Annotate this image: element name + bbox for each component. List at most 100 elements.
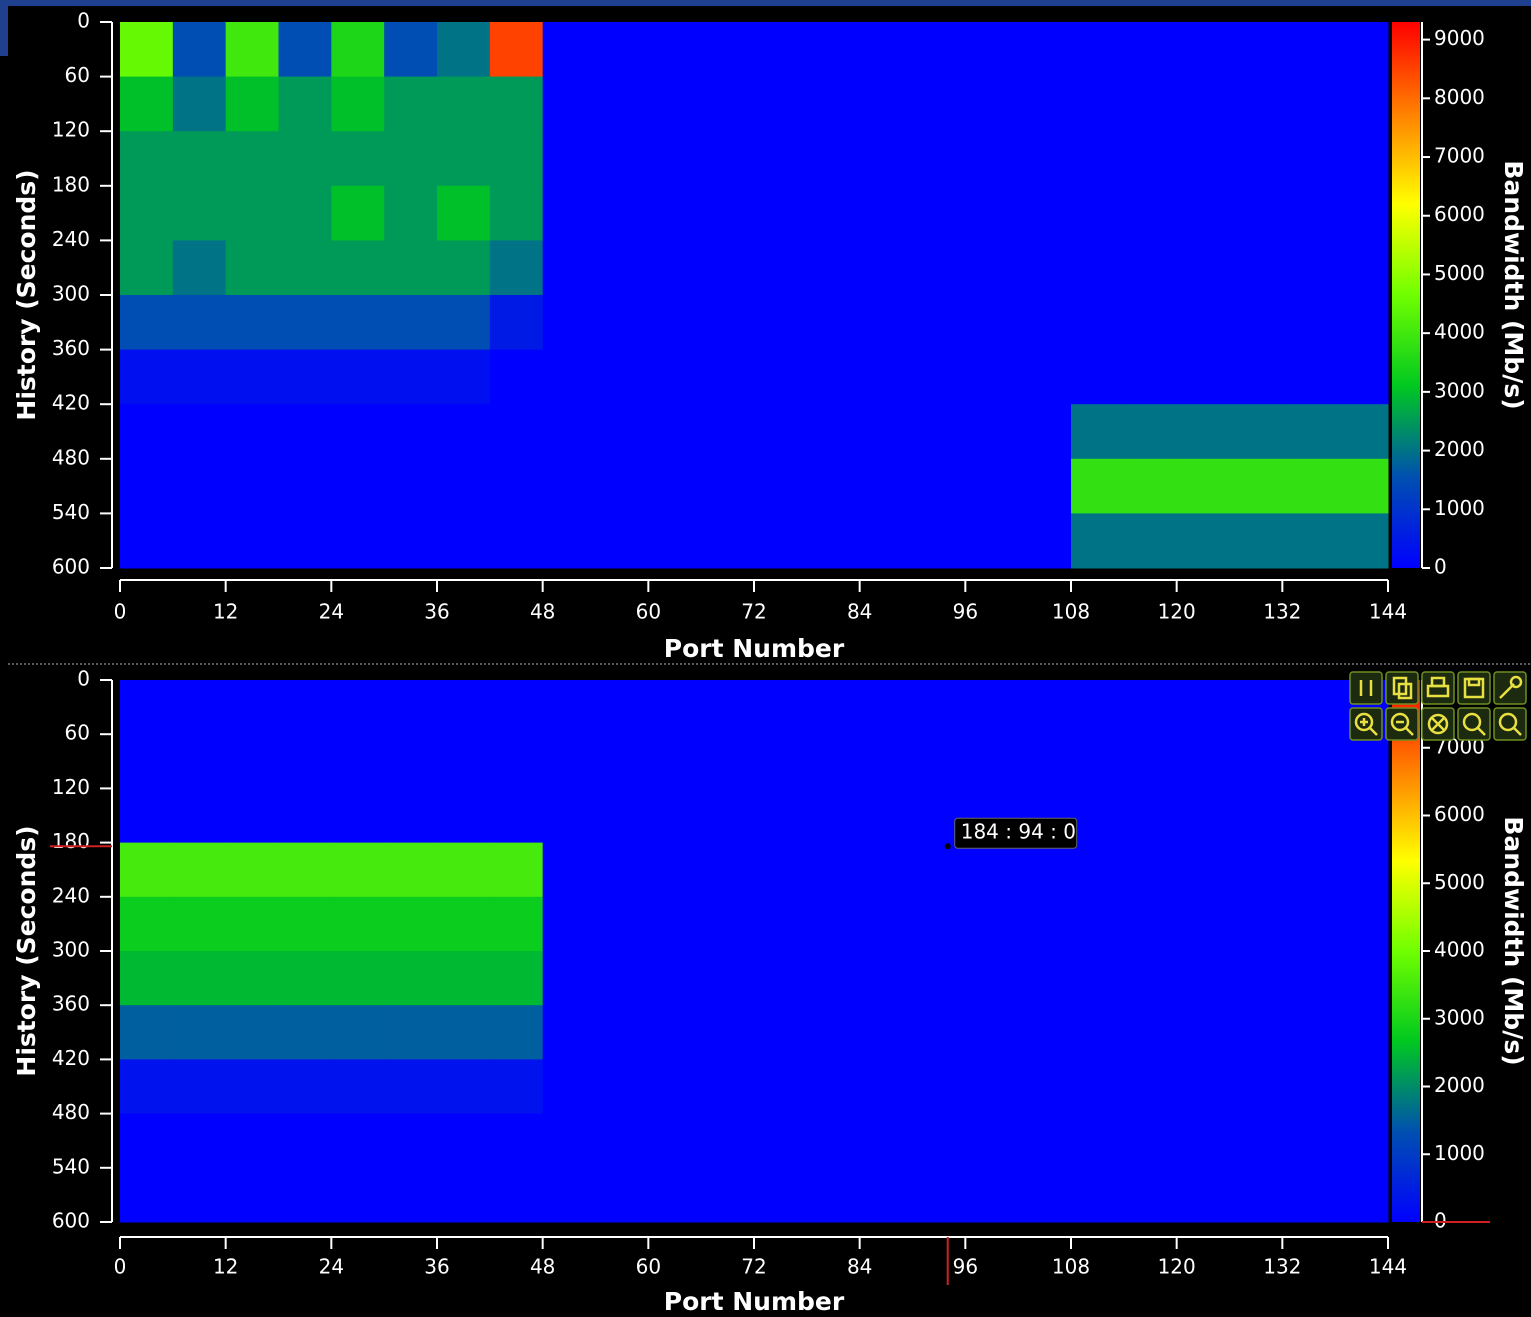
pause-button[interactable] <box>1349 671 1383 705</box>
heat-cell <box>701 1005 755 1060</box>
heat-cell <box>384 734 438 789</box>
heat-cell <box>648 458 702 514</box>
x-tick-label: 72 <box>741 600 766 624</box>
heat-cell <box>278 842 332 898</box>
heat-cell <box>965 951 1019 1006</box>
heat-cell <box>912 1005 966 1060</box>
zoom-in-button[interactable] <box>1349 707 1383 741</box>
heat-cell <box>1229 295 1283 351</box>
heat-cell <box>542 1113 596 1169</box>
heat-cell <box>278 22 332 78</box>
heat-cell <box>859 951 913 1006</box>
colorbar-tick-label: 5000 <box>1434 261 1485 285</box>
heat-cell <box>754 1167 808 1223</box>
x-axis-title: Port Number <box>664 634 845 663</box>
heat-cell <box>701 349 755 405</box>
heat-cell <box>1335 404 1389 460</box>
save-button[interactable] <box>1457 671 1491 705</box>
heat-cell <box>595 131 649 187</box>
heat-cell <box>437 842 491 898</box>
heat-cell <box>1335 951 1389 1006</box>
heat-cell <box>754 295 808 351</box>
heat-cell <box>172 842 227 898</box>
heat-cell <box>701 295 755 351</box>
heat-cell <box>489 1005 544 1060</box>
heat-cell <box>1282 734 1336 789</box>
heat-cell <box>331 788 385 844</box>
heat-cell <box>859 788 913 844</box>
heat-cell <box>489 458 544 514</box>
heat-cell <box>384 1005 438 1060</box>
heat-cell <box>172 76 227 132</box>
heat-cell <box>278 295 332 351</box>
heat-cell <box>859 185 913 241</box>
heat-cell <box>1282 22 1336 78</box>
heat-cell <box>331 22 385 78</box>
window-border <box>0 0 1531 6</box>
heat-cell <box>542 734 596 789</box>
heat-cell <box>331 1005 385 1060</box>
y-tick-label: 120 <box>52 118 90 142</box>
settings-button[interactable] <box>1493 671 1527 705</box>
heat-cell <box>1123 295 1178 351</box>
heat-cell <box>172 458 227 514</box>
heat-cell <box>859 22 913 78</box>
heat-cell <box>1123 1059 1178 1115</box>
heat-cell <box>859 1113 913 1169</box>
heat-cell <box>331 896 385 952</box>
heat-cell <box>542 458 596 514</box>
heat-cell <box>806 1167 861 1223</box>
reset-zoom-button[interactable] <box>1421 707 1455 741</box>
zoom-out-button[interactable] <box>1385 707 1419 741</box>
heat-cell <box>384 349 438 405</box>
zoom-history-button[interactable] <box>1493 707 1527 741</box>
heat-cell <box>225 185 279 241</box>
heat-cell <box>437 1113 491 1169</box>
heat-cell <box>225 22 279 78</box>
heat-cell <box>1335 1113 1389 1169</box>
heat-cell <box>384 788 438 844</box>
heat-cell <box>120 513 174 569</box>
heat-cell <box>278 458 332 514</box>
heat-cell <box>1176 76 1230 132</box>
heat-cell <box>331 1113 385 1169</box>
heat-cell <box>1176 788 1230 844</box>
colorbar-tick-label: 3000 <box>1434 1005 1485 1029</box>
colorbar-tick-label: 0 <box>1434 555 1447 579</box>
heat-cell <box>595 404 649 460</box>
heat-cell <box>965 185 1019 241</box>
heat-cell <box>172 1167 227 1223</box>
heat-cell <box>912 680 966 735</box>
y-tick-label: 420 <box>52 391 90 415</box>
heat-cell <box>1229 1113 1283 1169</box>
heat-cell <box>489 1167 544 1223</box>
print-button[interactable] <box>1421 671 1455 705</box>
heat-cell <box>912 458 966 514</box>
heat-cell <box>1018 1113 1072 1169</box>
heat-cell <box>1229 1059 1283 1115</box>
heat-cell <box>595 240 649 296</box>
y-tick-label: 360 <box>52 992 90 1016</box>
y-tick-label: 0 <box>77 9 90 33</box>
heat-cell <box>1071 240 1125 296</box>
heat-cell <box>489 1059 544 1115</box>
heat-cell <box>1071 734 1125 789</box>
heat-cell <box>172 22 227 78</box>
heat-cell <box>648 1005 702 1060</box>
heat-cell <box>806 458 861 514</box>
heat-cell <box>595 76 649 132</box>
heat-cell <box>912 1113 966 1169</box>
colorbar-tick-label: 3000 <box>1434 378 1485 402</box>
heat-cell <box>437 131 491 187</box>
heat-cell <box>1176 458 1230 514</box>
x-tick-label: 84 <box>847 1255 872 1279</box>
heat-cell <box>489 896 544 952</box>
zoom-fit-button[interactable] <box>1457 707 1491 741</box>
heat-cell <box>172 185 227 241</box>
heat-cell <box>384 1113 438 1169</box>
heat-cell <box>1335 131 1389 187</box>
heat-cell <box>225 734 279 789</box>
copy-button[interactable] <box>1385 671 1419 705</box>
heat-cell <box>542 131 596 187</box>
heat-cell <box>437 951 491 1006</box>
